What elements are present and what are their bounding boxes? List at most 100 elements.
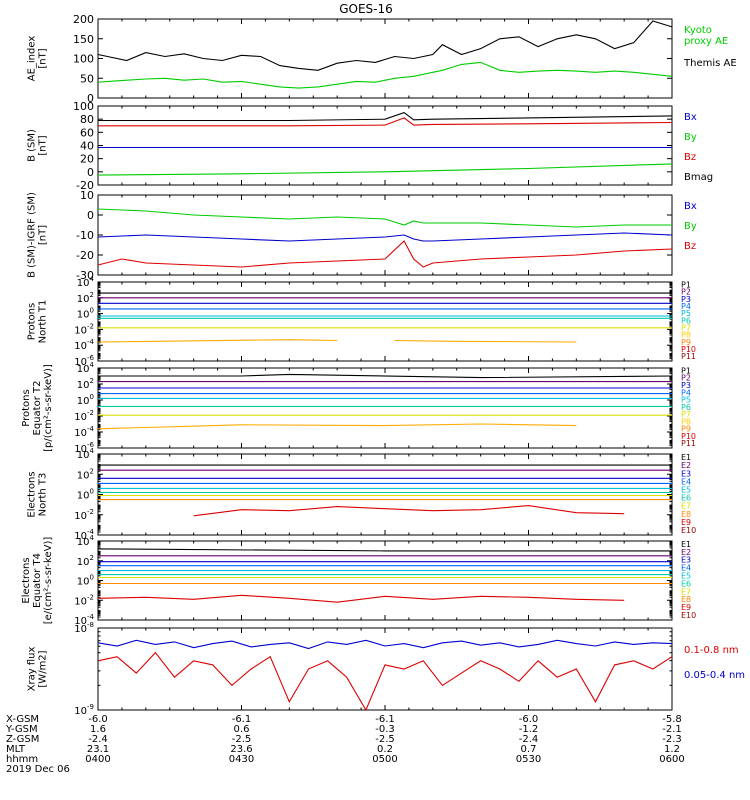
y-tick-label: -10 xyxy=(76,229,94,242)
y-axis-title: [nT] xyxy=(38,225,49,245)
y-axis-title: Electrons xyxy=(27,471,38,517)
legend-entry: Bz xyxy=(684,152,696,163)
y-tick-exponent: 0 xyxy=(90,393,94,401)
legend-entry: E10 xyxy=(681,526,696,535)
x-axis-value: -6.0 xyxy=(88,714,108,725)
y-tick-label: 102 xyxy=(77,377,94,391)
legend-entry: E8 xyxy=(681,595,691,604)
y-axis-title: Protons xyxy=(27,303,38,340)
legend-entry: P10 xyxy=(681,432,696,441)
x-axis-value: -0.3 xyxy=(375,724,395,735)
legend-entry: P9 xyxy=(681,338,691,347)
series-line-3 xyxy=(97,240,673,268)
x-axis-value: -2.3 xyxy=(662,734,682,745)
y-tick-label: 10-4 xyxy=(74,338,94,352)
x-axis-row-label: 2019 Dec 06 xyxy=(6,764,70,775)
y-tick-label: 10-2 xyxy=(74,593,94,607)
panel-frame xyxy=(97,453,673,536)
y-tick-exponent: -2 xyxy=(87,322,94,330)
y-tick-label: 104 xyxy=(77,275,95,289)
y-tick-exponent: 2 xyxy=(90,291,94,299)
y-axis-title: [nT] xyxy=(38,48,49,68)
legend-entry: E1 xyxy=(681,453,691,462)
y-tick-label: 40 xyxy=(80,140,94,153)
y-tick-label: 80 xyxy=(80,113,94,126)
y-tick-exponent: -6 xyxy=(87,354,95,362)
y-axis-title: B (SM) xyxy=(27,129,38,162)
y-tick-exponent: -9 xyxy=(87,703,94,711)
x-axis-row-label: X-GSM xyxy=(6,714,39,725)
series-line-1 xyxy=(98,111,673,122)
legend-entry: 0.05-0.4 nm xyxy=(684,670,745,681)
legend-entry: P5 xyxy=(681,396,691,405)
legend-entry: P6 xyxy=(681,316,691,325)
y-tick-exponent: -4 xyxy=(87,613,95,621)
y-tick-label: 0 xyxy=(87,92,94,105)
y-axis-title: Protons xyxy=(21,389,32,426)
y-axis-title: Equator T2 xyxy=(32,381,43,436)
legend-entry: P4 xyxy=(681,302,691,311)
y-tick-exponent: -4 xyxy=(87,425,95,433)
legend-entry: E7 xyxy=(681,587,691,596)
x-axis-value: 0530 xyxy=(516,754,541,765)
legend-entry: E9 xyxy=(681,603,691,612)
x-axis-value: 0.7 xyxy=(521,744,537,755)
y-tick-exponent: -6 xyxy=(87,441,95,449)
x-axis-value: -6.1 xyxy=(232,714,252,725)
series-line-1 xyxy=(97,208,672,228)
y-tick-label: 200 xyxy=(73,13,94,26)
legend-entry: E3 xyxy=(681,469,691,478)
legend-entry: P6 xyxy=(681,403,691,412)
panel-frame xyxy=(97,367,673,449)
legend-entry: E1 xyxy=(681,540,691,549)
y-tick-exponent: 4 xyxy=(90,447,95,455)
legend-entry: E9 xyxy=(681,518,691,527)
legend-entry: P5 xyxy=(681,309,691,318)
series-line-8 xyxy=(97,339,577,343)
y-axis-title: Electrons xyxy=(21,557,32,603)
series-line-4 xyxy=(97,163,673,176)
y-tick-label: 10-8 xyxy=(74,621,94,635)
legend-entry: proxy AE xyxy=(684,36,728,47)
x-axis-value: 0500 xyxy=(372,754,397,765)
y-tick-label: 102 xyxy=(77,467,94,481)
legend-entry: P3 xyxy=(681,295,691,304)
y-axis-title: AE_index xyxy=(27,36,38,82)
y-tick-label: -20 xyxy=(76,249,94,262)
y-tick-label: 104 xyxy=(77,447,95,461)
legend-entry: E6 xyxy=(681,579,691,588)
legend-entry: P7 xyxy=(681,410,691,419)
y-tick-label: 10 xyxy=(80,189,94,202)
y-tick-exponent: -2 xyxy=(87,508,94,516)
x-axis-value: -5.8 xyxy=(662,714,682,725)
panel-frame xyxy=(97,105,673,186)
x-axis-value: 1.6 xyxy=(90,724,106,735)
series-line-1 xyxy=(98,373,673,379)
x-axis-value: 0430 xyxy=(229,754,254,765)
legend-entry: E10 xyxy=(681,611,696,620)
series-line-1 xyxy=(97,20,673,71)
legend-entry: P11 xyxy=(681,352,696,361)
y-tick-exponent: 2 xyxy=(90,467,94,475)
legend-entry: P2 xyxy=(681,288,691,297)
x-axis-value: -2.1 xyxy=(662,724,682,735)
series-line-2 xyxy=(97,232,673,242)
x-axis-value: 0.2 xyxy=(377,744,393,755)
y-axis-title: [W/m2] xyxy=(38,650,49,687)
panel-3: -30 -20 -10 0 10 B (SM)-IGRF (SM) [nT] Bx By Bz xyxy=(27,189,697,282)
x-axis-value: 23.6 xyxy=(230,744,252,755)
x-axis-value: -2.5 xyxy=(232,734,252,745)
legend-entry: E6 xyxy=(681,494,691,503)
y-tick-label: 50 xyxy=(80,72,94,85)
panel-frame xyxy=(97,281,673,362)
y-axis-title: B (SM)-IGRF (SM) xyxy=(27,192,38,278)
plot-title: GOES-16 xyxy=(339,2,393,16)
y-tick-label: 100 xyxy=(77,307,94,321)
x-axis-value: -1.2 xyxy=(519,724,539,735)
y-tick-exponent: 4 xyxy=(90,361,95,369)
y-axis-title: [nT] xyxy=(38,135,49,155)
